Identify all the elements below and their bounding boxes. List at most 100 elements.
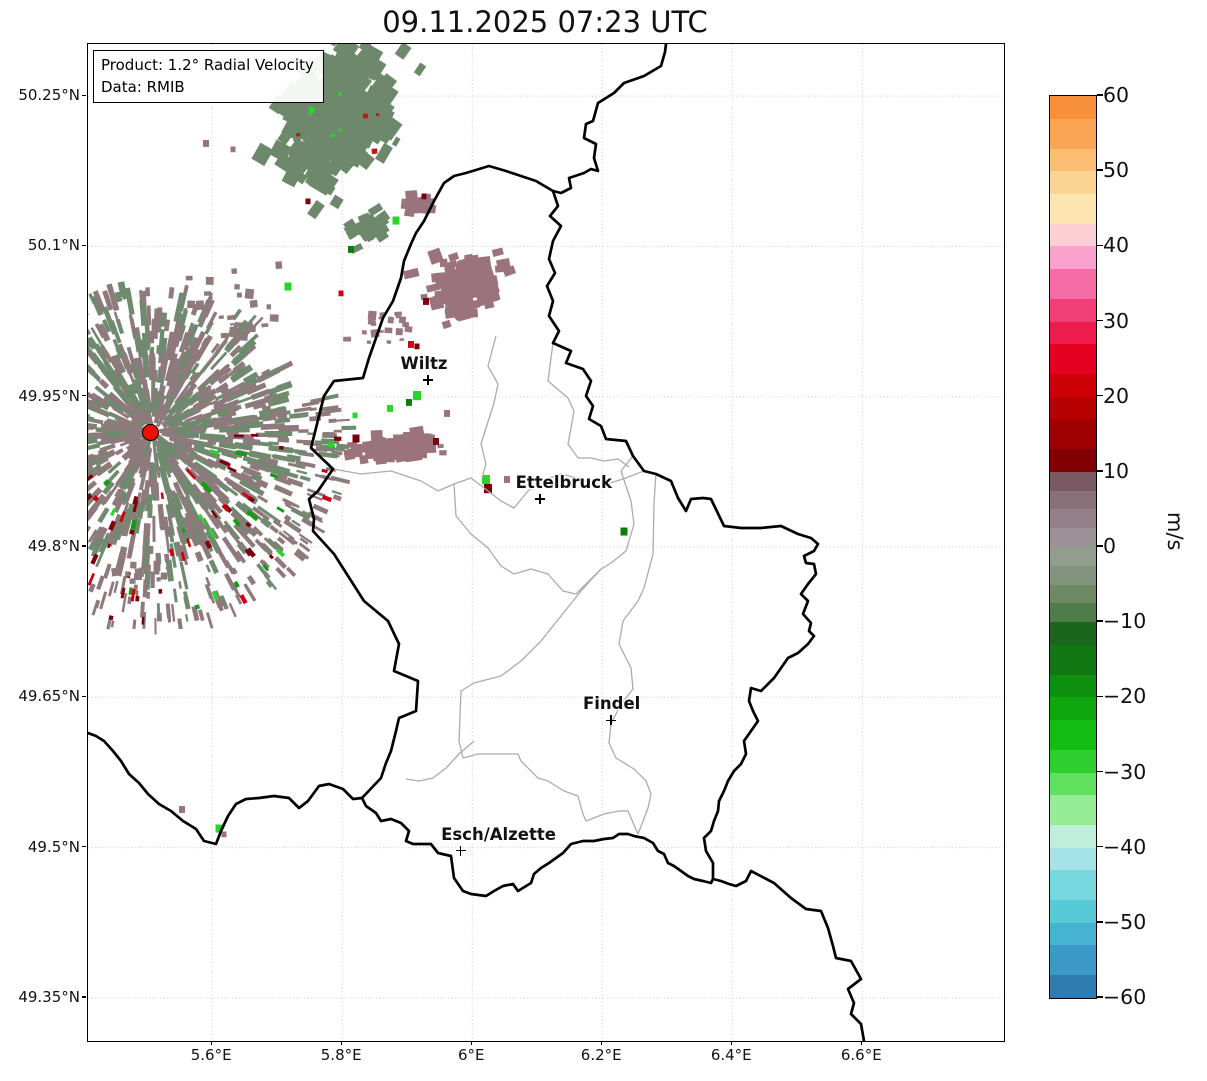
radar-echo-cell: [229, 327, 240, 338]
city-label-wiltz: Wiltz: [400, 353, 448, 373]
colorbar-band: [1050, 603, 1096, 623]
radar-echo-cell: [153, 560, 157, 573]
colorbar-tick-label: 10: [1103, 458, 1130, 483]
radar-echo-cell: [404, 325, 413, 333]
radar-echo-cell: [274, 468, 299, 479]
radar-echo-cell: [147, 504, 153, 518]
radar-echo-cell: [224, 404, 239, 415]
radar-echo-cell: [121, 592, 128, 613]
colorbar-band: [1050, 419, 1096, 450]
y-tick-label: 49.5°N: [27, 837, 80, 856]
radar-echo-cell: [208, 459, 220, 469]
radar-echo-cell: [90, 536, 105, 558]
radar-echo-cell: [251, 506, 270, 522]
radar-echo-cell: [375, 113, 380, 117]
radar-echo-cell: [97, 323, 111, 342]
radar-echo-cell: [201, 292, 214, 316]
radar-echo-cell: [267, 395, 290, 407]
radar-echo-cell: [90, 327, 105, 350]
radar-speck: [504, 476, 510, 483]
radar-echo-cell: [171, 494, 181, 514]
radar-echo-cell: [255, 478, 269, 489]
radar-echo-cell: [370, 322, 377, 326]
radar-echo-cell: [166, 378, 180, 398]
radar-echo-cell: [88, 540, 97, 551]
canton-border-line: [608, 473, 657, 835]
radar-echo-cell: [146, 305, 152, 326]
radar-echo-cell: [308, 106, 315, 114]
radar-echo-cell: [323, 110, 340, 127]
x-tick-mark: [340, 1041, 342, 1045]
colorbar-tick-mark: [1096, 770, 1103, 773]
radar-echo-cell: [312, 503, 329, 515]
radar-echo-cell: [454, 260, 469, 276]
radar-echo-cell: [114, 488, 123, 498]
ne-mauve-main: [402, 247, 517, 330]
radar-echo-cell: [158, 425, 178, 434]
radar-echo-cell: [195, 300, 205, 311]
radar-echo-cell: [131, 396, 143, 412]
radar-echo-cell: [88, 540, 89, 558]
y-tick-label: 49.95°N: [18, 386, 80, 405]
radar-echo-cell: [88, 572, 96, 586]
radar-echo-cell: [373, 216, 390, 231]
radar-speck: [203, 140, 209, 147]
radar-echo-cell: [88, 305, 89, 317]
radar-echo-cell: [106, 283, 120, 312]
radar-fringe: [88, 393, 357, 635]
radar-echo-cell: [367, 310, 377, 321]
radar-echo-cell: [443, 259, 458, 271]
radar-echo-cell: [277, 127, 295, 145]
colorbar-band: [1050, 975, 1096, 999]
colorbar-tick-mark: [1096, 695, 1103, 698]
colorbar-tick-mark: [1096, 169, 1103, 171]
radar-echo-cell: [91, 526, 104, 544]
radar-echo-cell: [242, 371, 259, 385]
radar-echo-cell: [496, 258, 511, 271]
radar-echo-cell: [223, 572, 237, 591]
radar-echo-cell: [165, 566, 171, 570]
radar-echo-cell: [330, 160, 345, 176]
radar-speck: [230, 146, 236, 153]
radar-echo-cell: [130, 413, 142, 424]
radar-echo-cell: [111, 567, 120, 577]
colorbar-band: [1050, 547, 1096, 567]
radar-echo-cell: [209, 512, 223, 528]
radar-echo-cell: [154, 617, 157, 635]
radar-echo-cell: [322, 393, 339, 401]
colorbar-band: [1050, 825, 1096, 849]
radar-echo-cell: [269, 524, 279, 534]
radar-echo-cell: [306, 492, 323, 501]
radar-echo-cell: [209, 448, 220, 455]
radar-echo-cell: [264, 571, 271, 579]
radar-echo-cell: [210, 527, 220, 540]
colorbar-band: [1050, 490, 1096, 510]
colorbar-band: [1050, 847, 1096, 871]
colorbar-band: [1050, 795, 1096, 826]
radar-echo-cell: [238, 478, 265, 497]
radar-echo-cell: [483, 286, 501, 304]
radar-echo-cell: [88, 583, 96, 593]
canton-border-line: [453, 483, 602, 595]
colorbar-tick-mark: [1096, 470, 1103, 472]
canton-border-line: [547, 342, 630, 468]
radar-echo-cell: [169, 369, 178, 381]
radar-echo-cell: [174, 492, 184, 510]
radar-echo-cell: [102, 290, 114, 311]
radar-echo-cell: [124, 287, 135, 315]
radar-echo-cell: [200, 481, 213, 494]
radar-echo-cell: [213, 395, 232, 408]
radar-echo-cell: [142, 290, 147, 306]
radar-echo-cell: [301, 510, 310, 517]
radar-echo-cell: [110, 620, 115, 628]
colorbar-band: [1050, 298, 1096, 322]
radar-echo-cell: [205, 529, 222, 554]
colorbar-tick-label: 0: [1103, 534, 1117, 558]
radar-speck: [484, 484, 492, 494]
canton-borders: [332, 335, 657, 835]
radar-echo-cell: [210, 400, 239, 414]
x-tick-mark: [600, 1041, 602, 1045]
radar-echo-cell: [294, 449, 307, 455]
mauve-sparse-mid: [343, 310, 413, 344]
radar-echo-cell: [114, 420, 129, 430]
